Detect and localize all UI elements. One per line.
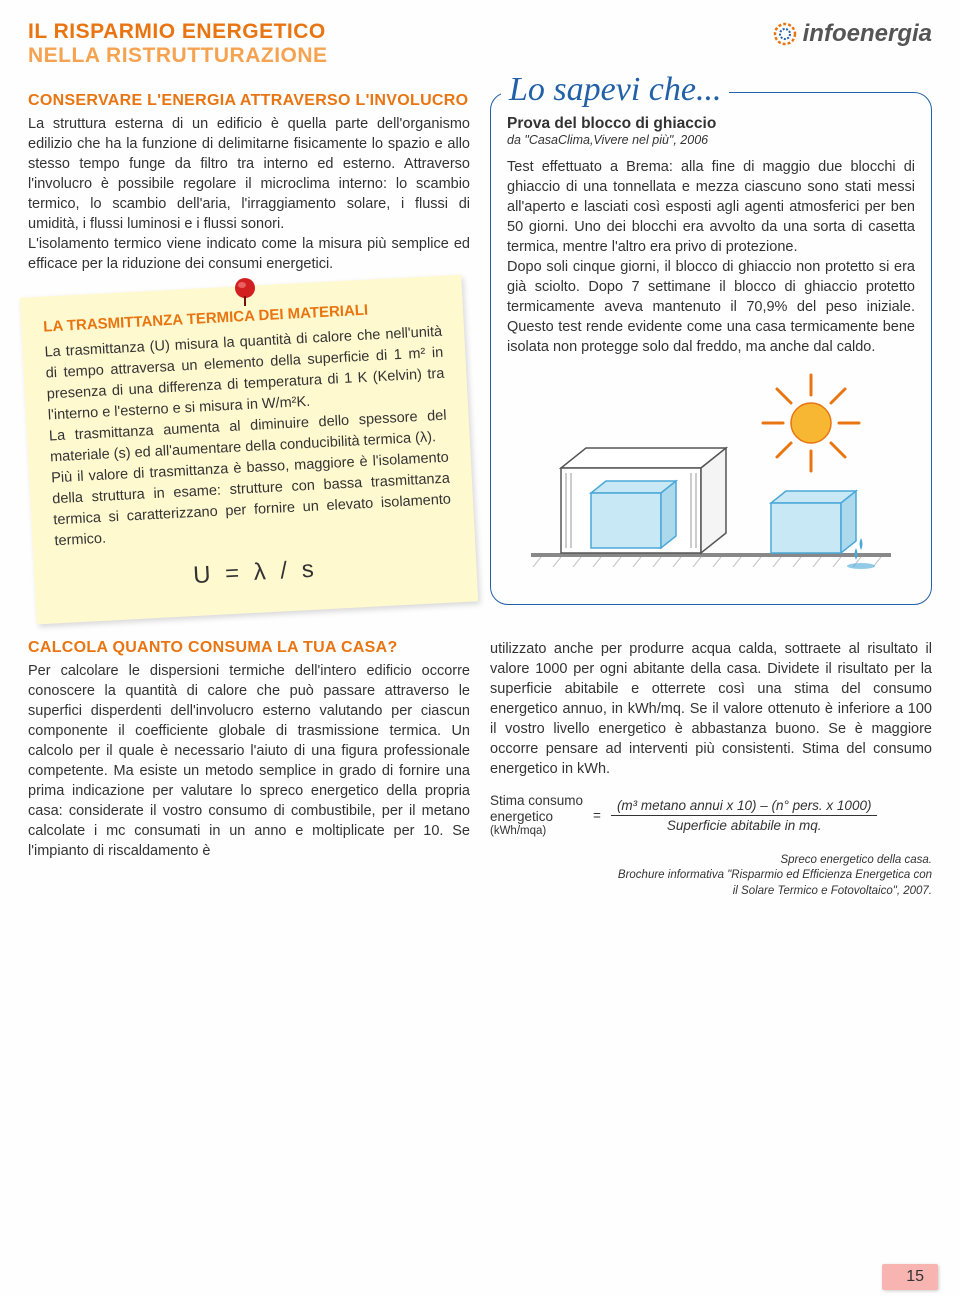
formula-num: (m³ metano annui x 10) – (n° pers. x 100… [611,798,878,816]
credit-1: Spreco energetico della casa. [490,853,932,869]
left-p2: L'isolamento termico viene indicato come… [28,234,470,274]
right-column: Lo sapevi che... Prova del blocco di ghi… [490,92,932,613]
formula-eq: = [593,808,601,823]
bottom-right: utilizzato anche per produrre acqua cald… [490,639,932,900]
page-title: IL RISPARMIO ENERGETICO NELLA RISTRUTTUR… [28,20,328,68]
title-line2: NELLA RISTRUTTURAZIONE [28,44,328,68]
callout-p2: Dopo soli cinque giorni, il blocco di gh… [507,257,915,357]
formula-fraction: (m³ metano annui x 10) – (n° pers. x 100… [611,798,878,833]
left-p1: La struttura esterna di un edificio è qu… [28,114,470,234]
credit-3: il Solare Termico e Fotovoltaico", 2007. [490,884,932,900]
sticky-note-wrap: LA TRASMITTANZA TERMICA DEI MATERIALI La… [28,286,470,613]
bottom-left-text: Per calcolare le dispersioni termiche de… [28,661,470,861]
callout-source: da "CasaClima,Vivere nel più", 2006 [507,133,915,147]
callout-heading: Prova del blocco di ghiaccio [507,115,915,133]
main-columns: CONSERVARE L'ENERGIA ATTRAVERSO L'INVOLU… [28,92,932,613]
sticky-note: LA TRASMITTANZA TERMICA DEI MATERIALI La… [20,275,478,624]
callout-title: Lo sapevi che... [501,71,729,109]
callout-box: Lo sapevi che... Prova del blocco di ghi… [490,92,932,605]
bottom-columns: CALCOLA QUANTO CONSUMA LA TUA CASA? Per … [28,639,932,900]
left-column: CONSERVARE L'ENERGIA ATTRAVERSO L'INVOLU… [28,92,470,613]
left-subheading: CONSERVARE L'ENERGIA ATTRAVERSO L'INVOLU… [28,92,470,110]
credit-2: Brochure informativa "Risparmio ed Effic… [490,868,932,884]
ice-blocks-svg [507,373,915,583]
page-number: 15 [906,1268,924,1286]
bottom-left: CALCOLA QUANTO CONSUMA LA TUA CASA? Per … [28,639,470,900]
sun-icon [763,375,859,471]
brand-swirl-icon [773,22,797,46]
bottom-subheading: CALCOLA QUANTO CONSUMA LA TUA CASA? [28,639,470,657]
formula-lhs-1: Stima consumo [490,793,583,809]
thermal-box [561,448,726,553]
formula-lhs: Stima consumo energetico (kWh/mqa) [490,793,583,839]
ice-block [771,491,875,569]
ice-illustration [507,373,915,588]
formula-lhs-3: (kWh/mqa) [490,825,583,839]
title-line1: IL RISPARMIO ENERGETICO [28,20,328,44]
pushpin-icon [228,274,262,308]
brand: infoenergia [773,20,932,48]
bottom-right-text: utilizzato anche per produrre acqua cald… [490,639,932,779]
credit: Spreco energetico della casa. Brochure i… [490,853,932,900]
consumption-formula: Stima consumo energetico (kWh/mqa) = (m³… [490,793,932,839]
formula-lhs-2: energetico [490,809,583,825]
header: IL RISPARMIO ENERGETICO NELLA RISTRUTTUR… [28,20,932,68]
sticky-formula: U = λ / s [56,545,455,601]
callout-p1: Test effettuato a Brema: alla fine di ma… [507,157,915,257]
formula-den: Superficie abitabile in mq. [611,816,878,833]
brand-text: infoenergia [803,20,932,48]
